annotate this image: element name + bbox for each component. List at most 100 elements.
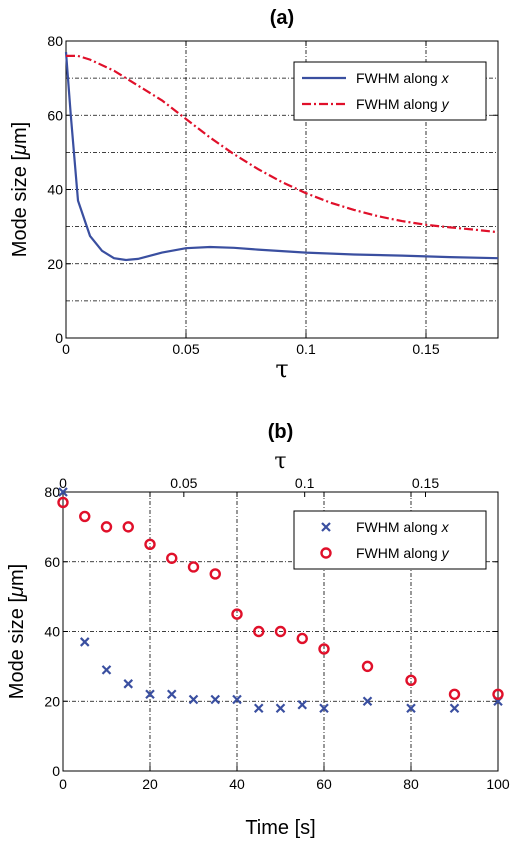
data-point-circle-marker	[448, 688, 461, 700]
legend-label-var: y	[441, 545, 450, 561]
y-axis-label-mu: μ	[6, 586, 28, 598]
data-point-x-marker	[362, 696, 373, 707]
data-point-stroke	[449, 703, 460, 714]
y-axis-label-mu: μ	[9, 144, 31, 156]
data-point-x-marker	[79, 637, 90, 647]
y-axis-label-suffix: m]	[9, 122, 31, 144]
data-point-x-marker	[449, 703, 460, 714]
data-point-circle-marker	[100, 521, 113, 533]
data-point-stroke	[275, 703, 286, 714]
data-point-circle-marker	[492, 688, 504, 700]
chart-panel-a: (a) 0 0.05 0.1 0.15 0 20 40 60 80 τ Mode size [μm] F…	[9, 7, 499, 383]
top-x-tick-label: 0.15	[412, 475, 439, 491]
data-point-stroke	[232, 694, 242, 705]
data-point-stroke	[319, 703, 329, 714]
y-tick-label: 40	[47, 182, 63, 198]
data-point-circle-marker	[166, 552, 178, 564]
legend-label-y: FWHM along y	[356, 96, 450, 112]
data-point-x-marker	[101, 665, 112, 675]
data-point-stroke	[188, 694, 199, 705]
data-point-stroke	[253, 703, 264, 714]
data-point-stroke	[406, 703, 416, 714]
data-point-stroke	[210, 694, 221, 705]
data-point-circle-marker	[253, 625, 265, 638]
x-tick-label: 20	[142, 776, 158, 792]
y-axis-label-suffix: m]	[6, 564, 28, 586]
top-x-tick-label: 0.05	[170, 475, 197, 491]
y-axis-label-prefix: Mode size [	[6, 597, 28, 700]
data-point-circle-marker	[79, 510, 91, 523]
data-point-circle-marker	[405, 674, 417, 687]
data-point-stroke	[58, 487, 68, 497]
data-point-x-marker	[297, 699, 308, 710]
data-point-circle-marker	[187, 561, 200, 573]
data-point-x-marker	[58, 487, 68, 497]
legend-box	[293, 61, 487, 121]
x-tick-label: 100	[486, 776, 510, 792]
legend-label-var: x	[441, 70, 450, 86]
legend-label-y: FWHM along y	[356, 545, 450, 561]
data-point-stroke	[362, 696, 373, 707]
top-x-axis-label: τ	[274, 449, 286, 474]
data-point-x-marker	[253, 703, 264, 714]
chart-title: (a)	[270, 7, 294, 29]
x-tick-label: 0.15	[412, 341, 439, 357]
y-tick-label: 0	[52, 763, 60, 779]
data-point-circle-marker	[274, 625, 287, 638]
legend-swatch-y	[320, 547, 332, 559]
y-tick-label: 60	[44, 554, 60, 570]
data-point-stroke	[145, 689, 155, 700]
data-point-circle-marker	[296, 632, 308, 645]
data-point-x-marker	[145, 689, 155, 700]
data-point-circle-marker	[209, 568, 221, 580]
data-point-circle-marker	[231, 608, 243, 620]
y-tick-label: 40	[44, 624, 60, 640]
data-point-x-marker	[275, 703, 286, 714]
top-x-tick-label: 0.1	[295, 475, 315, 491]
legend-label-text: FWHM along	[356, 545, 442, 561]
data-point-stroke	[297, 699, 308, 710]
x-tick-label: 40	[229, 776, 245, 792]
data-point-circle-marker	[144, 538, 156, 551]
legend-label-text: FWHM along	[356, 70, 442, 86]
data-point-x-marker	[319, 703, 329, 714]
data-point-stroke	[101, 665, 112, 675]
legend-label-x: FWHM along x	[356, 70, 450, 86]
x-axis-label: τ	[275, 355, 288, 383]
y-tick-label: 60	[47, 107, 63, 123]
y-tick-label: 20	[47, 256, 63, 272]
data-point-x-marker	[166, 689, 177, 700]
x-axis-label: Time [s]	[245, 817, 315, 839]
data-point-circle-marker	[318, 643, 330, 655]
series-line-x	[64, 52, 499, 262]
x-tick-label: 60	[316, 776, 332, 792]
y-tick-label: 0	[55, 330, 63, 346]
y-axis-label: Mode size [μm]	[6, 564, 28, 699]
data-point-circle-marker	[122, 521, 134, 533]
legend-label-var: y	[441, 96, 450, 112]
legend-label-text: FWHM along	[356, 96, 442, 112]
data-point-stroke	[123, 679, 134, 689]
x-tick-label: 80	[403, 776, 419, 792]
x-tick-label: 0.1	[296, 341, 316, 357]
y-axis-label: Mode size [μm]	[9, 122, 31, 257]
data-point-circle-marker	[57, 496, 69, 509]
legend-label-text: FWHM along	[356, 519, 442, 535]
x-tick-label: 0.05	[172, 341, 199, 357]
chart-title: (b)	[268, 421, 294, 443]
data-point-stroke	[79, 637, 90, 647]
top-x-tick-label: 0	[59, 475, 67, 491]
x-tick-label: 0	[62, 341, 70, 357]
x-tick-label: 0	[59, 776, 67, 792]
data-point-x-marker	[406, 703, 416, 714]
y-axis-label-prefix: Mode size [	[9, 155, 31, 258]
data-point-x-marker	[188, 694, 199, 705]
y-tick-label: 20	[44, 693, 60, 709]
legend-label-var: x	[441, 519, 450, 535]
data-point-x-marker	[210, 694, 221, 705]
series-line-y	[66, 54, 499, 234]
y-tick-label: 80	[47, 33, 63, 49]
y-tick-label: 80	[44, 484, 60, 500]
